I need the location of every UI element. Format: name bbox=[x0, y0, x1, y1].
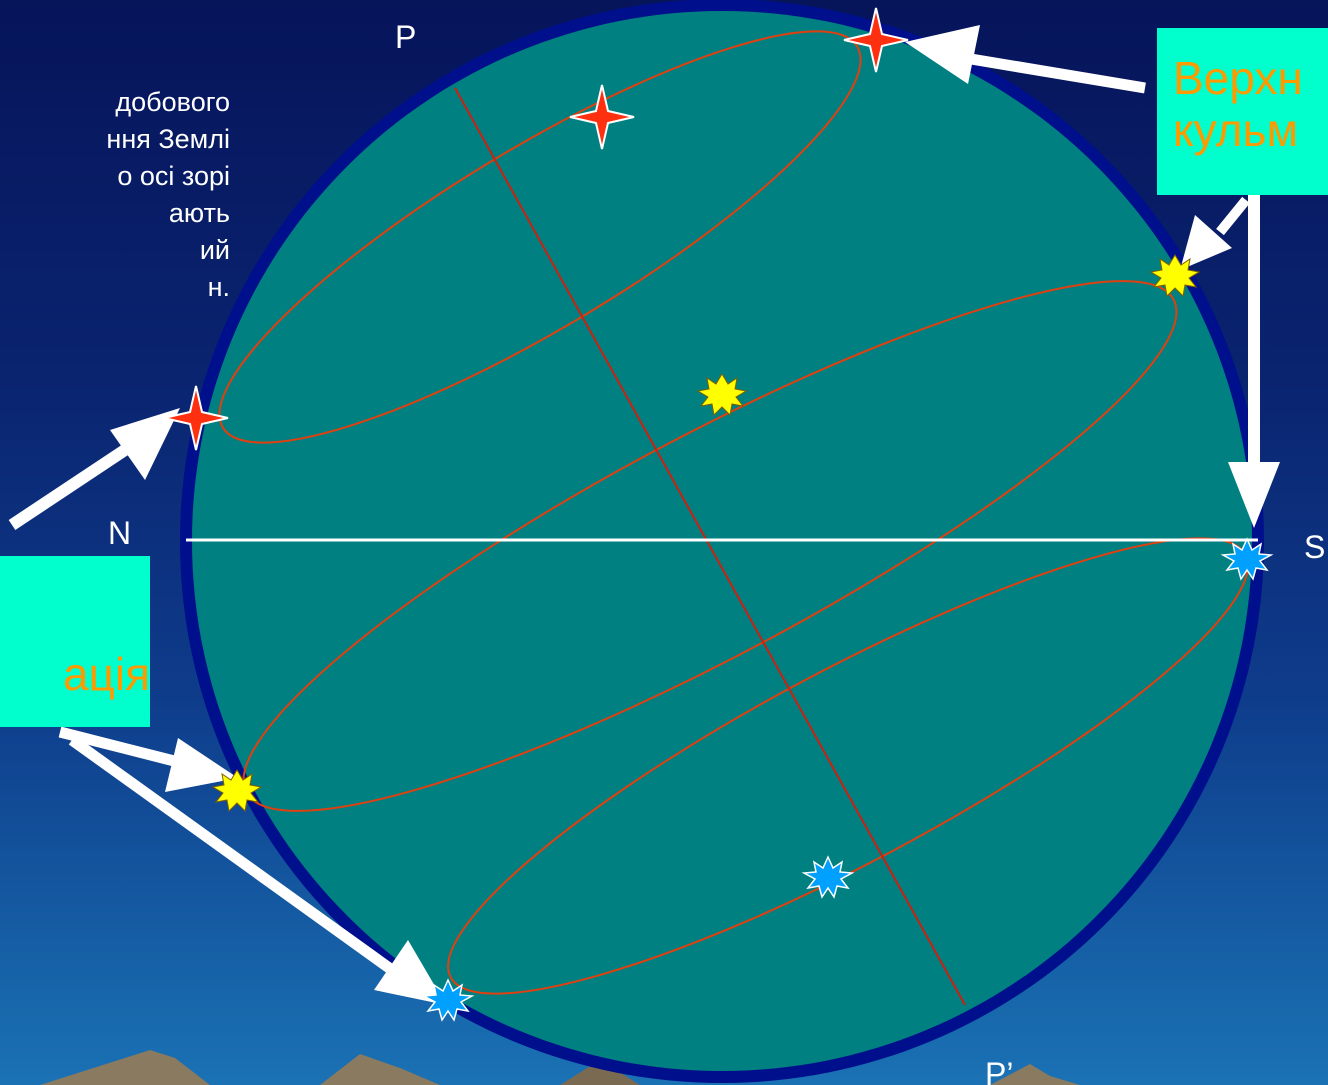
red-star-icon bbox=[163, 385, 229, 451]
arrows bbox=[8, 25, 1280, 1005]
upper-culmination-label: Верхн кульм bbox=[1173, 52, 1303, 156]
arrow-head-top bbox=[905, 25, 980, 84]
yellow-star-icon bbox=[1149, 254, 1201, 298]
yellow-star-icon bbox=[211, 769, 263, 813]
arrow-head-left-red bbox=[110, 408, 180, 480]
arrow-head-upper-right bbox=[1180, 215, 1232, 270]
label-pole-north: P bbox=[395, 19, 416, 55]
blue-star-icon bbox=[421, 978, 475, 1022]
culmination-label: ація bbox=[62, 648, 150, 700]
diurnal-path-red bbox=[218, 30, 862, 444]
arrow-head-south bbox=[1228, 462, 1280, 528]
left-description-text: добового ння Землі о осі зорі ають ий н. bbox=[106, 87, 230, 302]
label-south-point: S bbox=[1304, 529, 1325, 565]
stars bbox=[163, 7, 1274, 1022]
blue-star-icon bbox=[1220, 537, 1274, 581]
arrow-head-left-yellow bbox=[165, 738, 238, 792]
yellow-star-icon bbox=[696, 373, 748, 417]
culmination-label-box: ація bbox=[0, 556, 150, 727]
mountains bbox=[40, 1050, 1080, 1085]
red-star-icon bbox=[569, 84, 635, 150]
label-pole-south: P’ bbox=[985, 1056, 1013, 1085]
blue-star-icon bbox=[801, 855, 855, 899]
arrow-head-left-blue bbox=[374, 940, 446, 1005]
label-north-point: N bbox=[108, 515, 131, 551]
red-star-icon bbox=[843, 7, 909, 73]
upper-culmination-label-box: Верхн кульм bbox=[1157, 28, 1328, 195]
world-axis bbox=[454, 87, 966, 1006]
